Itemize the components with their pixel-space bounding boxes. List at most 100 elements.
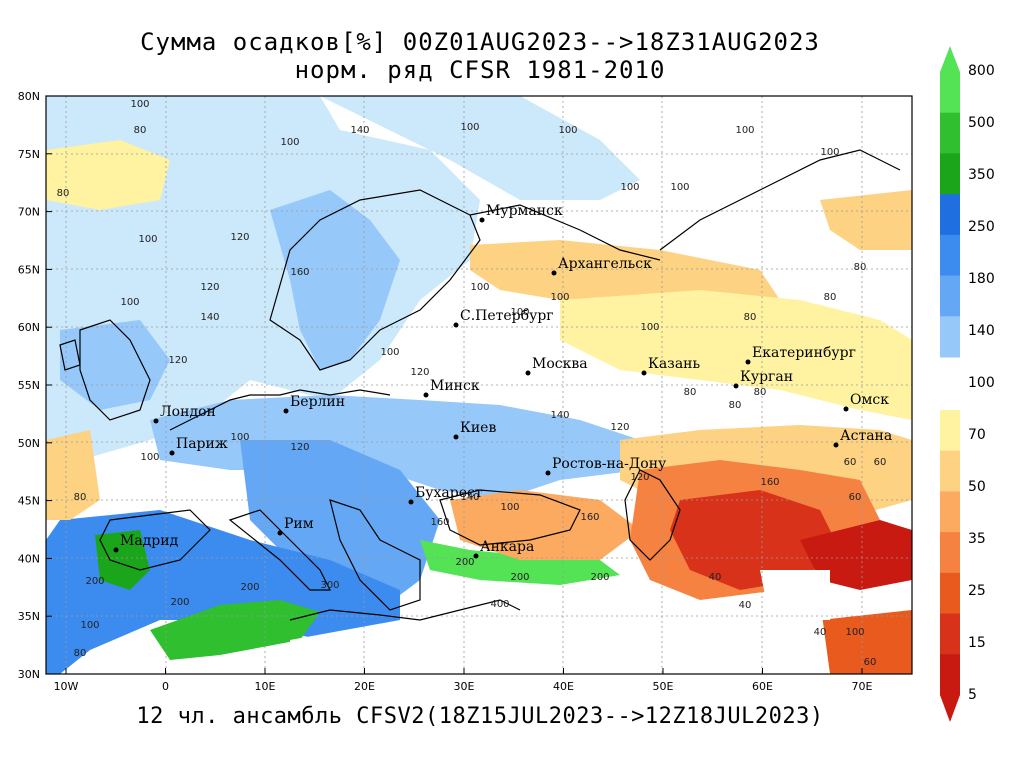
city-marker: [453, 434, 459, 440]
contour-value-label: 60: [849, 492, 862, 503]
city-marker: [525, 370, 531, 376]
contour-value-label: 140: [550, 410, 569, 421]
contour-value-label: 200: [510, 572, 529, 583]
city-label: Курган: [740, 369, 793, 385]
colorbar-level-label: 140: [968, 323, 995, 339]
lon-tick-label: 0: [162, 680, 169, 693]
contour-value-label: 100: [138, 234, 157, 245]
contour-value-label: 160: [580, 512, 599, 523]
city-marker: [423, 392, 429, 398]
colorbar-bin: [940, 491, 960, 533]
very-wet-region-iberia: [95, 530, 150, 590]
city-label: Лондон: [160, 404, 216, 420]
lon-tick-label: 50E: [653, 680, 674, 693]
contour-value-label: 200: [590, 572, 609, 583]
colorbar-level-label: 100: [968, 375, 995, 391]
colorbar-bin: [940, 275, 960, 317]
wet-region-scandinavia: [270, 190, 400, 370]
contour-value-label: 100: [380, 347, 399, 358]
latitude-axis: 80N 75N 70N 65N 60N 55N 50N 45N 40N 35N 30N: [18, 90, 52, 681]
city-marker: [545, 470, 551, 476]
contour-value-label: 100: [130, 99, 149, 110]
dry-region-urals: [560, 290, 912, 420]
contour-value-label: 100: [558, 125, 577, 136]
contour-value-label: 120: [630, 472, 649, 483]
city-marker: [833, 442, 839, 448]
city-marker: [277, 530, 283, 536]
colorbar-bin: [940, 654, 960, 696]
colorbar-bin: [940, 72, 960, 114]
contour-value-label: 60: [874, 457, 887, 468]
lat-tick-label: 80N: [18, 90, 40, 103]
city-label: Анкара: [480, 539, 534, 555]
contour-value-label: 140: [460, 492, 479, 503]
colorbar-level-label: 180: [968, 271, 995, 287]
city-marker: [473, 553, 479, 559]
contour-value-label: 100: [500, 502, 519, 513]
city-label: Минск: [430, 378, 480, 394]
wet-region-central-europe: [150, 395, 640, 500]
contour-value-label: 80: [754, 387, 767, 398]
coastlines: [59, 149, 901, 621]
missing-data-arabia: [760, 570, 830, 620]
contour-value-label: 120: [290, 442, 309, 453]
contour-value-label: 100: [735, 125, 754, 136]
city-marker: [283, 408, 289, 414]
city-marker: [745, 359, 751, 365]
very-wet-region-africa-coast: [150, 600, 320, 660]
lon-tick-label: 70E: [852, 680, 873, 693]
contour-value-label: 120: [610, 422, 629, 433]
colorbar-bin: [940, 316, 960, 358]
colorbar: [940, 46, 960, 722]
lat-tick-label: 70N: [18, 206, 40, 219]
city-label: Мурманск: [486, 203, 563, 219]
contour-value-label: 140: [200, 312, 219, 323]
very-dry-region-central-asia-south: [820, 610, 912, 674]
contour-value-label: 100: [80, 620, 99, 631]
colorbar-bin: [940, 410, 960, 452]
lon-tick-label: 10E: [255, 680, 276, 693]
map-title-line1: Сумма осадков[%] 00Z01AUG2023-->18Z31AUG…: [140, 28, 820, 56]
contour-value-label: 100: [550, 292, 569, 303]
contour-value-label: 80: [74, 492, 87, 503]
lat-tick-label: 30N: [18, 668, 40, 681]
city-marker: [843, 406, 849, 412]
colorbar-level-label: 350: [968, 167, 995, 183]
contour-value-label: 100: [640, 322, 659, 333]
contour-value-label: 100: [460, 122, 479, 133]
city-label: Астана: [840, 428, 892, 444]
city-marker: [153, 418, 159, 424]
colorbar-level-label: 15: [968, 635, 986, 651]
city-label: Москва: [532, 356, 588, 372]
city-label: Киев: [460, 420, 496, 436]
city-label: Казань: [648, 356, 700, 372]
colorbar-bin: [940, 153, 960, 195]
map-title-line2: норм. ряд CFSR 1981-2010: [294, 56, 666, 84]
contour-value-label: 100: [280, 137, 299, 148]
contour-value-label: 60: [844, 457, 857, 468]
contour-value-label: 80: [74, 648, 87, 659]
longitude-axis: 10W 0 10E 20E 30E 40E 50E 60E 70E: [54, 668, 873, 693]
contour-value-label: 120: [230, 232, 249, 243]
dry-region-iceland: [46, 140, 170, 210]
lon-tick-label: 10W: [54, 680, 79, 693]
colorbar-top-arrow: [940, 46, 960, 72]
city-marker: [733, 383, 739, 389]
lon-tick-label: 60E: [752, 680, 773, 693]
colorbar-level-label: 800: [968, 63, 995, 79]
contour-value-label: 40: [739, 600, 752, 611]
contour-value-label: 80: [744, 312, 757, 323]
city-label: Омск: [850, 392, 889, 408]
contour-value-label: 100: [820, 147, 839, 158]
contour-value-label: 160: [290, 267, 309, 278]
city-label: Бухарест: [415, 485, 483, 501]
colorbar-bin: [940, 572, 960, 615]
contour-value-label: 80: [134, 125, 147, 136]
contour-value-label: 200: [240, 582, 259, 593]
missing-data-sahara: [290, 580, 830, 674]
lat-tick-label: 60N: [18, 321, 40, 334]
colorbar-bin: [940, 532, 960, 574]
contour-value-label: 100: [845, 627, 864, 638]
colorbar-level-label: 250: [968, 219, 995, 235]
city-label: Берлин: [290, 394, 345, 410]
